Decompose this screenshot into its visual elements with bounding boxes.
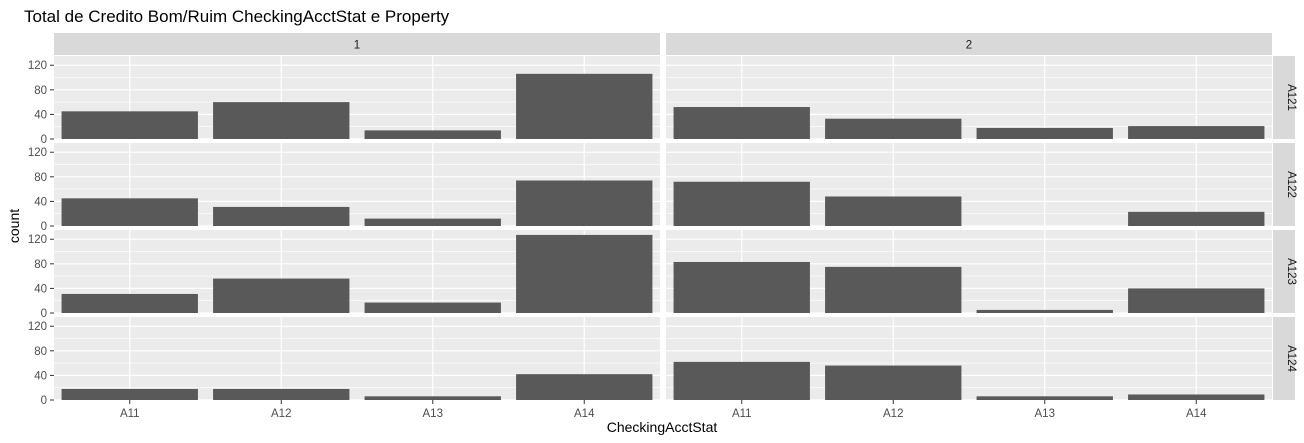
bar: [213, 102, 350, 139]
panels-layer: 1 2A121A122A123A1240408012004080120040801…: [28, 33, 1297, 420]
bar: [516, 374, 653, 400]
x-tick-label: A12: [883, 408, 903, 420]
bar: [673, 107, 810, 139]
y-tick-label: 0: [41, 134, 47, 146]
chart-title: Total de Credito Bom/Ruim CheckingAcctSt…: [24, 7, 450, 26]
bar: [976, 396, 1113, 400]
y-tick-label: 40: [34, 283, 47, 295]
bar: [1128, 394, 1265, 400]
facet-strip-column: [666, 33, 1272, 55]
bar: [825, 196, 962, 226]
bar: [516, 234, 653, 313]
bar: [61, 198, 198, 226]
facet-strip-row-label: A124: [1285, 345, 1297, 372]
y-tick-label: 80: [34, 85, 47, 97]
bar: [213, 388, 350, 400]
y-tick-label: 40: [34, 109, 47, 121]
bar: [516, 180, 653, 226]
bar: [364, 302, 501, 313]
facet-strip-row-label: A121: [1285, 84, 1297, 111]
bar: [673, 181, 810, 226]
bar: [825, 118, 962, 139]
facet-strip-column-label: 1: [354, 40, 360, 52]
bar: [61, 388, 198, 400]
y-tick-label: 120: [28, 321, 47, 333]
bar: [61, 111, 198, 139]
facet-strip-row: [1273, 317, 1295, 400]
bar: [825, 365, 962, 400]
bar: [516, 73, 653, 139]
x-tick-label: A14: [574, 408, 595, 420]
bar: [1128, 126, 1265, 139]
bar: [673, 361, 810, 400]
x-tick-label: A13: [423, 408, 443, 420]
y-axis-title: count: [6, 209, 22, 243]
bar: [976, 127, 1113, 139]
y-tick-label: 0: [41, 221, 47, 233]
facet-strip-row-label: A123: [1285, 258, 1297, 285]
x-tick-label: A11: [732, 408, 752, 420]
x-axis-title: CheckingAcctStat: [607, 419, 718, 435]
y-tick-label: 0: [41, 308, 47, 320]
y-tick-label: 40: [34, 196, 47, 208]
y-tick-label: 80: [34, 259, 47, 271]
y-tick-label: 120: [28, 60, 47, 72]
bar: [1128, 211, 1265, 226]
x-tick-label: A13: [1035, 408, 1055, 420]
facet-strip-column: [54, 33, 660, 55]
bar: [1128, 288, 1265, 313]
facet-strip-row-label: A122: [1285, 171, 1297, 198]
x-tick-label: A14: [1186, 408, 1207, 420]
y-tick-label: 120: [28, 147, 47, 159]
bar: [213, 278, 350, 313]
bar: [364, 396, 501, 400]
facet-strip-row: [1273, 56, 1295, 139]
y-tick-label: 80: [34, 172, 47, 184]
facet-strip-column-label: 2: [966, 40, 972, 52]
facet-strip-row: [1273, 230, 1295, 313]
facet-strip-row: [1273, 143, 1295, 226]
bar: [364, 130, 501, 139]
bar: [673, 261, 810, 313]
y-tick-label: 80: [34, 346, 47, 358]
x-tick-label: A11: [120, 408, 140, 420]
y-tick-label: 40: [34, 370, 47, 382]
bar: [825, 266, 962, 313]
x-tick-label: A12: [271, 408, 291, 420]
bar: [213, 206, 350, 226]
bar: [364, 218, 501, 226]
bar: [61, 293, 198, 313]
bar: [976, 309, 1113, 313]
y-tick-label: 0: [41, 395, 47, 407]
y-tick-label: 120: [28, 234, 47, 246]
